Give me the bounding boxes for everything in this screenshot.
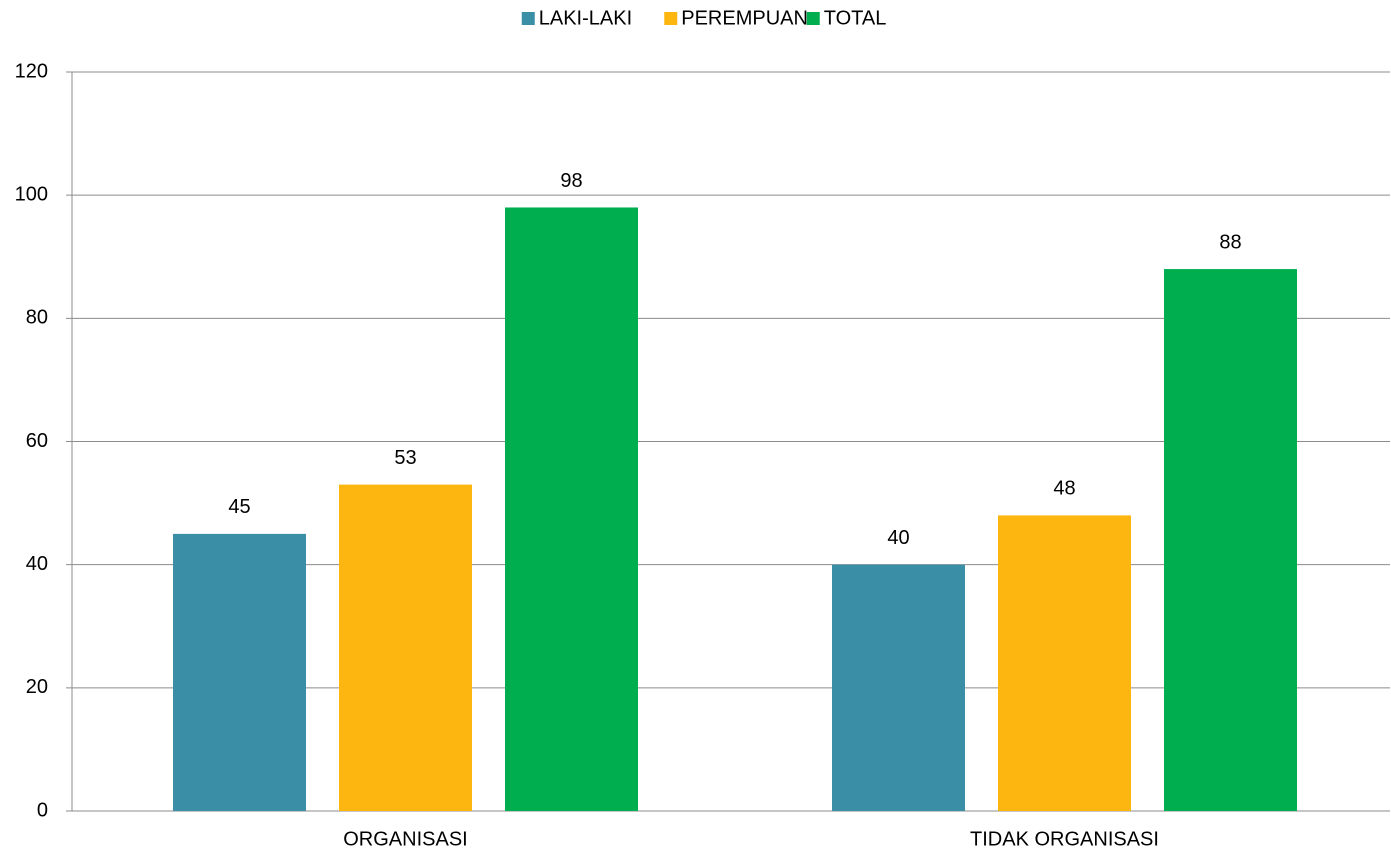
legend-swatch [521,12,535,25]
value-label: 48 [1053,478,1075,500]
value-label: 88 [1219,231,1241,253]
legend-swatch [806,12,820,25]
y-tick-label: 80 [26,307,48,329]
y-tick-label: 120 [15,60,48,82]
bar [505,207,638,811]
legend-label: PEREMPUAN [681,7,808,29]
bar [1164,269,1297,812]
bar [998,515,1131,811]
legend-label: LAKI-LAKI [539,7,632,29]
value-label: 53 [394,447,416,469]
y-tick-label: 40 [26,553,48,575]
legend-swatch [664,12,678,25]
y-tick-label: 0 [37,799,48,821]
x-tick-label: TIDAK ORGANISASI [970,828,1159,850]
bar [339,484,472,811]
legend-label: TOTAL [824,7,887,29]
value-label: 40 [887,527,909,549]
x-tick-label: ORGANISASI [343,828,467,850]
y-tick-label: 100 [15,183,48,205]
y-tick-label: 20 [26,676,48,698]
y-tick-label: 60 [26,430,48,452]
value-label: 98 [560,170,582,192]
bar [832,564,965,811]
bar [173,533,306,811]
value-label: 45 [228,496,250,518]
